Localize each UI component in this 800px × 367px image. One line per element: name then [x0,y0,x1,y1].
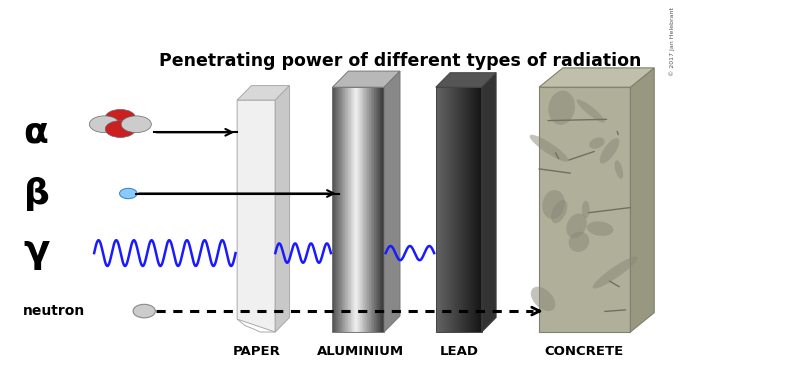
Ellipse shape [106,121,135,138]
Ellipse shape [551,200,567,223]
Ellipse shape [530,135,569,162]
Ellipse shape [90,116,119,132]
Text: © 2017 Jan Helebrant: © 2017 Jan Helebrant [670,7,675,76]
Ellipse shape [582,201,590,218]
Ellipse shape [577,99,605,123]
Text: PAPER: PAPER [233,345,281,358]
Polygon shape [630,68,654,332]
Text: Penetrating power of different types of radiation: Penetrating power of different types of … [159,52,641,70]
Ellipse shape [569,232,590,252]
Ellipse shape [600,138,619,164]
Text: neutron: neutron [22,304,85,318]
Polygon shape [436,73,496,87]
Text: $\mathbf{\gamma}$: $\mathbf{\gamma}$ [22,234,50,272]
Ellipse shape [121,116,151,132]
Polygon shape [539,87,630,332]
Ellipse shape [593,256,638,288]
Polygon shape [237,100,275,332]
Polygon shape [275,86,290,332]
Ellipse shape [531,287,555,311]
Ellipse shape [106,109,135,126]
Ellipse shape [566,213,587,238]
Text: LEAD: LEAD [439,345,478,358]
Polygon shape [384,71,400,332]
Polygon shape [539,68,654,87]
Ellipse shape [614,160,623,179]
Text: ALUMINIUM: ALUMINIUM [317,345,404,358]
Text: CONCRETE: CONCRETE [545,345,624,358]
Ellipse shape [548,91,575,125]
Ellipse shape [587,221,614,236]
Polygon shape [482,73,496,332]
Text: $\mathbf{\alpha}$: $\mathbf{\alpha}$ [22,115,48,149]
Ellipse shape [542,190,565,219]
Ellipse shape [590,137,605,149]
Ellipse shape [133,304,155,318]
Ellipse shape [119,188,137,199]
Polygon shape [237,86,290,100]
Polygon shape [333,71,400,87]
Text: $\mathbf{\beta}$: $\mathbf{\beta}$ [22,174,49,212]
